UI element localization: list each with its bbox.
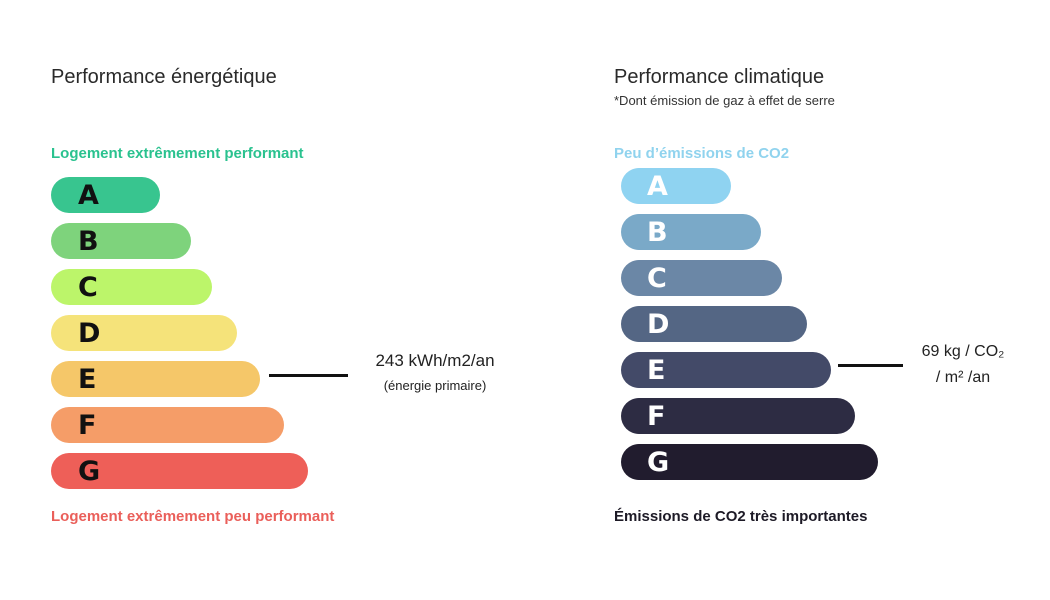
energy-top-label: Logement extrêmement performant [51, 145, 304, 162]
climate-class-bar-g: G [621, 444, 878, 480]
energy-class-letter: F [78, 409, 97, 441]
climate-bottom-label: Émissions de CO2 très importantes [614, 508, 868, 525]
energy-class-bar-e: E [51, 361, 260, 397]
energy-class-letter: A [78, 179, 99, 211]
climate-class-letter: B [647, 216, 668, 248]
climate-class-letter: F [647, 400, 666, 432]
climate-top-label: Peu d’émissions de CO2 [614, 145, 790, 162]
climate-class-bar-d: D [621, 306, 807, 342]
climate-value-connector [838, 364, 903, 367]
climate-class-bar-c: C [621, 260, 782, 296]
climate-panel-subtitle: *Dont émission de gaz à effet de serre [614, 93, 835, 108]
energy-class-letter: D [78, 317, 101, 349]
energy-value: 243 kWh/m2/an [375, 351, 495, 370]
climate-panel-title: Performance climatique [614, 66, 825, 88]
energy-class-bar-f: F [51, 407, 284, 443]
energy-class-bar-c: C [51, 269, 212, 305]
climate-value-line1: 69 kg / CO₂ [921, 343, 1005, 360]
energy-class-letter: C [78, 271, 98, 303]
energy-class-bar-b: B [51, 223, 191, 259]
energy-class-bar-d: D [51, 315, 237, 351]
energy-value-connector [269, 374, 348, 377]
energy-class-bar-a: A [51, 177, 160, 213]
energy-class-letter: G [78, 455, 101, 487]
climate-class-bar-b: B [621, 214, 761, 250]
energy-value-note: (énergie primaire) [383, 378, 487, 393]
climate-class-letter: E [647, 354, 666, 386]
climate-class-bar-e: E [621, 352, 831, 388]
energy-bottom-label: Logement extrêmement peu performant [51, 508, 335, 525]
energy-class-bar-g: G [51, 453, 308, 489]
climate-class-letter: D [647, 308, 670, 340]
energy-class-letter: E [78, 363, 97, 395]
climate-class-bar-f: F [621, 398, 855, 434]
climate-class-bar-a: A [621, 168, 731, 204]
energy-panel-title: Performance énergétique [51, 66, 277, 88]
climate-class-letter: A [647, 170, 668, 202]
energy-class-letter: B [78, 225, 99, 257]
climate-class-letter: G [647, 446, 670, 478]
climate-class-letter: C [647, 262, 667, 294]
climate-value-line2: / m² /an [935, 369, 991, 386]
